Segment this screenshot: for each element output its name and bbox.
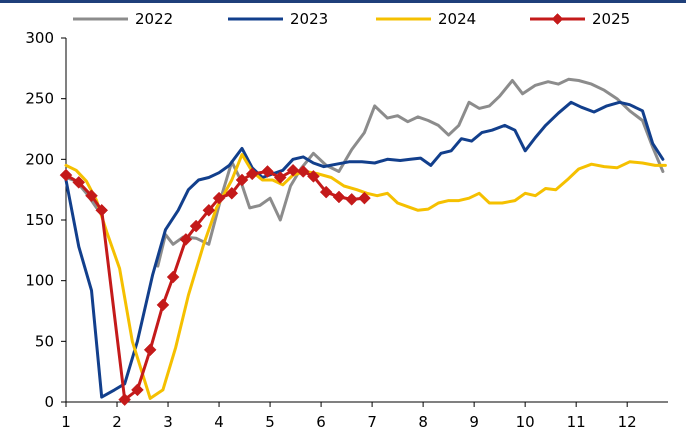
series-2023: [64, 100, 665, 399]
data-point-2025: [95, 203, 109, 217]
legend-marker: [551, 13, 564, 25]
data-point-2025: [156, 298, 170, 312]
data-point-2025: [273, 171, 287, 184]
legend-label: 2022: [135, 10, 173, 28]
data-point-2025: [212, 191, 226, 205]
legend-item-2025: 2025: [530, 10, 630, 28]
data-point-2025: [72, 176, 86, 189]
data-point-2025: [143, 343, 157, 357]
legend-item-2024: 2024: [376, 10, 476, 28]
series-line-2022: [156, 77, 665, 268]
y-tick-label: 150: [25, 211, 54, 229]
data-point-2025: [225, 186, 239, 200]
data-point-2025: [166, 270, 180, 284]
data-point-2025: [319, 185, 333, 199]
data-point-2025: [179, 233, 193, 246]
legend-item-2022: 2022: [73, 10, 173, 28]
y-tick-label: 0: [44, 393, 54, 411]
data-point-2025: [358, 191, 371, 205]
y-tick-label: 200: [25, 150, 54, 168]
x-tick-label: 3: [163, 413, 173, 431]
series-line-2025: [64, 168, 366, 402]
x-tick-label: 9: [469, 413, 479, 431]
data-point-2025: [189, 219, 203, 233]
y-tick-label: 100: [25, 272, 54, 290]
top-rule: [0, 0, 686, 3]
series-2025: [59, 163, 371, 406]
x-tick-label: 2: [112, 413, 122, 431]
data-point-2025: [235, 173, 249, 187]
x-tick-label: 4: [214, 413, 224, 431]
data-point-2025: [296, 165, 310, 178]
series-line-2024: [64, 153, 667, 400]
data-point-2025: [131, 383, 144, 397]
y-tick-label: 50: [35, 332, 54, 350]
data-point-2025: [118, 393, 132, 406]
data-point-2025: [345, 193, 359, 206]
legend: 2022 2023 2024 2025: [73, 10, 630, 28]
x-tick-label: 10: [516, 413, 535, 431]
y-tick-label: 300: [25, 29, 54, 47]
data-point-2025: [307, 169, 320, 183]
data-point-2025: [332, 190, 346, 204]
data-point-2025: [202, 203, 216, 217]
x-tick-label: 12: [618, 413, 637, 431]
x-tick-label: 5: [265, 413, 275, 431]
data-point-2025: [261, 165, 274, 178]
x-tick-label: 8: [418, 413, 428, 431]
series-2024: [64, 153, 667, 400]
legend-item-2023: 2023: [228, 10, 328, 28]
data-point-2025: [245, 167, 259, 181]
legend-label: 2025: [592, 10, 630, 28]
x-tick-label: 1: [61, 413, 71, 431]
series-lines: [59, 77, 667, 406]
y-tick-label: 250: [25, 90, 54, 108]
legend-label: 2024: [438, 10, 476, 28]
data-point-2025: [286, 163, 300, 177]
series-line-2023: [64, 100, 665, 399]
legend-label: 2023: [290, 10, 328, 28]
data-point-2025: [85, 189, 98, 203]
x-tick-label: 6: [316, 413, 326, 431]
data-point-2025: [59, 168, 73, 182]
x-tick-label: 7: [367, 413, 377, 431]
x-tick-label: 11: [567, 413, 586, 431]
